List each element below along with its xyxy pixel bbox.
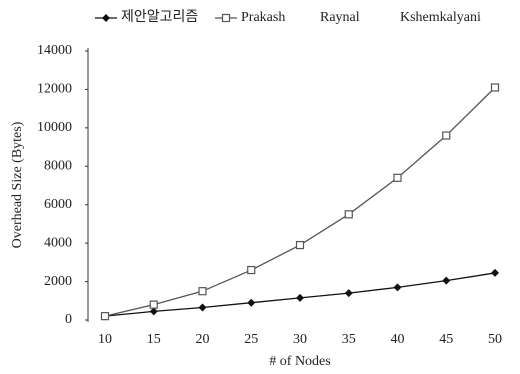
x-axis-title: # of Nodes (269, 354, 330, 369)
x-tick-label: 25 (244, 332, 258, 347)
marker (393, 173, 402, 182)
marker (442, 276, 451, 285)
x-tick-label: 40 (391, 332, 405, 347)
y-tick-label: 2000 (44, 274, 72, 289)
marker (198, 303, 207, 312)
legend-label: 제안알고리즘 (121, 9, 198, 25)
y-tick-label: 12000 (37, 82, 72, 97)
legend-marker (102, 14, 110, 22)
legend-marker (221, 13, 231, 23)
marker (344, 289, 353, 298)
marker (491, 268, 499, 277)
marker (247, 298, 256, 307)
marker (100, 312, 110, 321)
x-tick-label: 30 (293, 332, 307, 347)
x-tick-label: 50 (488, 332, 502, 347)
y-tick-label: 0 (65, 312, 72, 327)
x-tick-label: 10 (98, 332, 112, 347)
x-tick-label: 20 (196, 332, 210, 347)
marker (344, 210, 353, 219)
marker (247, 265, 256, 275)
y-tick-label: 4000 (44, 235, 72, 250)
marker (393, 283, 402, 292)
legend-label: Prakash (241, 10, 285, 25)
marker (149, 307, 158, 316)
x-tick-label: 35 (342, 332, 356, 347)
y-tick-label: 6000 (44, 197, 72, 212)
marker (442, 131, 451, 140)
y-tick-label: 8000 (44, 159, 72, 174)
y-tick-label: 14000 (37, 43, 72, 58)
marker (198, 287, 207, 296)
marker (296, 293, 304, 302)
legend-label: Kshemkalyani (400, 10, 481, 25)
y-tick-label: 10000 (37, 120, 72, 135)
x-tick-label: 15 (147, 332, 161, 347)
marker (490, 83, 500, 92)
x-tick-label: 45 (439, 332, 453, 347)
y-axis-title: Overhead Size (Bytes) (10, 121, 25, 248)
marker (295, 240, 305, 250)
marker (149, 300, 158, 309)
legend-label: Raynal (320, 10, 360, 25)
